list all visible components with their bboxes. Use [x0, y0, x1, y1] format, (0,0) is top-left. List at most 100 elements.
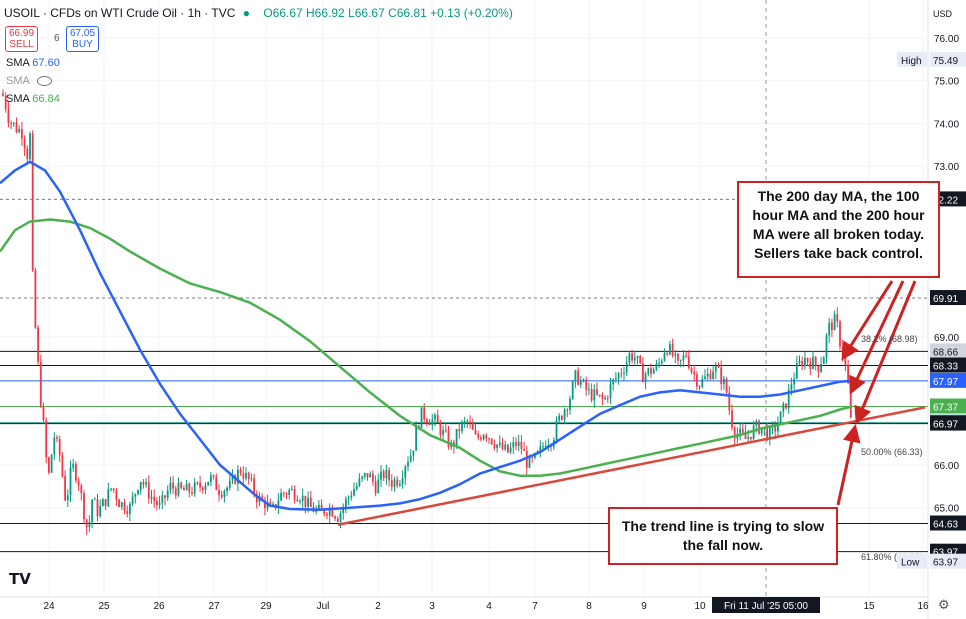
- level-value-8: 66.97: [933, 420, 958, 431]
- candle-body-108: [293, 489, 296, 501]
- candle-body-201: [544, 446, 547, 448]
- gear-icon[interactable]: ⚙: [938, 597, 950, 612]
- candle-body-223: [604, 397, 606, 399]
- candle-body-61: [166, 490, 169, 498]
- candle-body-16: [45, 420, 48, 458]
- candle-body-26: [72, 463, 75, 468]
- candle-body-273: [739, 428, 741, 434]
- annotation-arrow-1: [849, 280, 905, 395]
- candle-body-283: [766, 428, 768, 440]
- candle-body-196: [531, 456, 534, 458]
- buy-button[interactable]: 67.05 BUY: [66, 26, 100, 52]
- candle-body-10: [29, 133, 31, 160]
- candle-body-185: [501, 442, 504, 450]
- time-axis[interactable]: 24 25 26 27 29 Jul 2 3 4 7 8 9 10 15 16 Fri 11 Jul '25 …: [43, 597, 929, 613]
- candle-body-71: [193, 482, 196, 494]
- sell-button[interactable]: 66.99 SELL: [5, 26, 39, 52]
- candle-body-102: [277, 500, 280, 508]
- candle-body-174: [471, 423, 474, 430]
- candle-body-82: [223, 491, 226, 497]
- sma-legend-2[interactable]: SMA: [6, 75, 53, 87]
- candle-body-38: [104, 499, 107, 507]
- candle-body-173: [469, 421, 471, 424]
- candle-body-296: [801, 361, 804, 367]
- candle-body-13: [37, 327, 39, 362]
- level-value-3: 68.66: [933, 347, 958, 358]
- candle-body-277: [750, 436, 752, 439]
- candle-body-2: [7, 108, 10, 123]
- candle-body-256: [693, 371, 696, 375]
- time-tick-label-3: 27: [208, 601, 220, 612]
- candle-body-132: [358, 478, 361, 486]
- sma-legend-3[interactable]: SMA 66.84: [6, 93, 60, 105]
- candle-body-140: [380, 471, 382, 480]
- candle-body-93: [253, 478, 255, 494]
- candle-body-78: [212, 475, 215, 477]
- candle-body-60: [164, 495, 166, 498]
- candle-body-216: [585, 379, 588, 390]
- candle-body-91: [247, 472, 250, 480]
- candle-body-124: [336, 518, 339, 522]
- tradingview-logo-icon[interactable]: 𝗧𝗩: [9, 571, 31, 588]
- candle-body-136: [369, 473, 372, 478]
- candle-body-251: [679, 359, 682, 361]
- candle-body-209: [566, 409, 569, 411]
- candle-body-163: [442, 429, 444, 435]
- candle-body-253: [685, 355, 687, 357]
- candle-body-264: [714, 365, 717, 372]
- candle-body-110: [299, 501, 301, 503]
- candle-body-294: [795, 363, 798, 379]
- candle-body-70: [191, 492, 193, 494]
- candle-body-242: [655, 363, 658, 370]
- candle-body-158: [428, 422, 431, 425]
- sma-legend-3-label: SMA: [6, 93, 30, 105]
- candle-body-192: [520, 441, 523, 450]
- sell-price: 66.99: [9, 28, 35, 39]
- candle-body-51: [139, 481, 142, 491]
- sma-legend-1[interactable]: SMA 67.60: [6, 57, 60, 69]
- level-value-5: 67.97: [933, 377, 958, 388]
- trend-line[interactable]: [337, 406, 926, 527]
- symbol-title[interactable]: USOIL · CFDs on WTI Crude Oil · 1h · TVC: [4, 6, 236, 20]
- candle-body-171: [463, 421, 466, 423]
- candle-body-200: [542, 446, 544, 448]
- candle-body-43: [118, 499, 120, 507]
- level-tag-0: High: [901, 56, 922, 67]
- candle-body-75: [204, 485, 207, 491]
- candle-body-29: [80, 485, 83, 494]
- level-value-11: 63.97: [933, 558, 958, 569]
- candle-body-52: [142, 481, 145, 485]
- candle-body-235: [636, 356, 639, 358]
- market-status-icon: ●: [242, 6, 250, 20]
- candle-body-276: [747, 436, 750, 439]
- candle-body-284: [768, 427, 771, 440]
- time-tick-label-7: 3: [429, 601, 435, 612]
- eye-icon[interactable]: [37, 76, 53, 87]
- candle-body-191: [517, 441, 520, 446]
- candle-body-130: [353, 489, 355, 496]
- candle-body-88: [239, 469, 242, 474]
- currency-label[interactable]: USD: [933, 9, 953, 19]
- level-value-1: 72.22: [933, 195, 958, 206]
- annotation-arrow-3: [836, 424, 861, 506]
- candle-body-298: [806, 358, 809, 363]
- time-tick-label-2: 26: [153, 601, 165, 612]
- candle-body-240: [650, 368, 652, 374]
- candle-body-179: [485, 435, 488, 439]
- candle-body-46: [126, 511, 129, 514]
- candle-body-199: [539, 446, 542, 452]
- candle-body-278: [752, 425, 755, 439]
- price-tick-label-0: 76.00: [934, 34, 959, 45]
- candle-body-220: [596, 389, 598, 395]
- candle-body-176: [477, 434, 480, 438]
- candle-body-313: [847, 365, 849, 384]
- candle-body-97: [264, 499, 266, 509]
- sma-100-line: [0, 160, 853, 512]
- price-axis[interactable]: 76.00 75.00 74.00 73.00 69.00 66.00 65.00: [934, 34, 959, 515]
- candle-body-254: [687, 356, 690, 368]
- candle-body-205: [555, 420, 558, 440]
- candle-body-14: [39, 361, 42, 407]
- candle-body-155: [420, 407, 423, 428]
- level-value-6: 67.37: [933, 403, 958, 414]
